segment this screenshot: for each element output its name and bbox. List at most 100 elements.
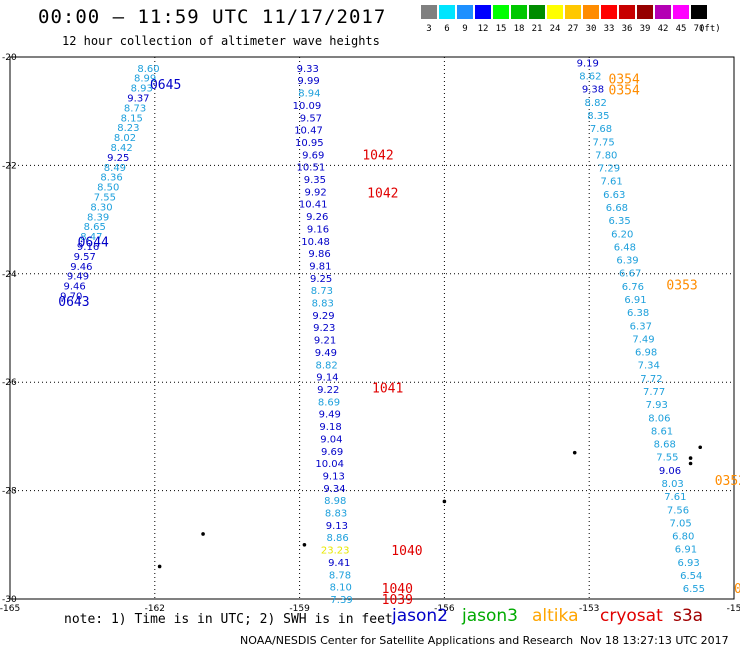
wave-height-label: 8.49 — [104, 163, 126, 174]
color-scale-label: 70 — [693, 24, 705, 34]
wave-height-label: 9.19 — [577, 58, 599, 69]
wave-height-label: 7.77 — [643, 387, 665, 398]
wave-height-label: 9.57 — [74, 252, 96, 263]
wave-height-label: 7.55 — [656, 453, 678, 464]
y-tick-label: -30 — [2, 595, 17, 605]
credit-text: NOAA/NESDIS Center for Satellite Applica… — [240, 634, 574, 647]
color-scale-label: 3 — [426, 24, 432, 34]
color-scale-swatch — [493, 5, 509, 19]
wave-height-label: 9.57 — [300, 113, 322, 124]
wave-height-label: 9.25 — [310, 274, 332, 285]
wave-height-label: 7.39 — [330, 595, 352, 606]
color-scale-swatch — [547, 5, 563, 19]
island-marker — [688, 456, 693, 460]
wave-height-label: 7.75 — [593, 137, 615, 148]
color-scale-unit: (ft) — [699, 24, 721, 34]
wave-height-label: 6.98 — [635, 348, 657, 359]
wave-height-label: 9.70 — [60, 291, 82, 302]
color-scale-label: 42 — [657, 24, 669, 34]
color-scale-label: 30 — [585, 24, 597, 34]
wave-height-label: 8.30 — [90, 202, 112, 213]
y-tick-label: -20 — [2, 53, 17, 63]
wave-height-label: 9.34 — [323, 484, 345, 495]
wave-height-label: 6.91 — [624, 295, 646, 306]
pass-time-label: 1040 — [391, 544, 422, 559]
wave-height-label: 8.68 — [654, 440, 676, 451]
wave-height-label: 8.47 — [80, 232, 102, 243]
wave-height-label: 8.10 — [330, 583, 352, 594]
wave-height-label: 9.81 — [309, 261, 331, 272]
island-marker — [442, 499, 447, 504]
pass-time-label: 1042 — [362, 149, 393, 164]
wave-height-label: 10.51 — [297, 163, 326, 174]
wave-height-label: 6.91 — [675, 545, 697, 556]
color-scale-swatch — [529, 5, 545, 19]
x-tick-label: -156 — [434, 604, 455, 614]
legend-item-jason3: jason3 — [462, 606, 518, 626]
y-tick-label: -26 — [2, 378, 17, 388]
wave-height-label: 9.29 — [312, 311, 334, 322]
wave-height-label: 10.04 — [315, 459, 344, 470]
wave-height-label: 6.48 — [614, 242, 636, 253]
wave-height-label: 8.02 — [114, 133, 136, 144]
wave-height-label: 9.49 — [319, 410, 341, 421]
legend-item-s3a: s3a — [673, 606, 704, 626]
wave-height-label: 10.09 — [293, 101, 322, 112]
wave-height-label: 9.92 — [304, 187, 326, 198]
wave-height-label: 6.37 — [630, 321, 652, 332]
wave-height-label: 7.56 — [667, 505, 689, 516]
wave-height-label: 6.54 — [680, 571, 702, 582]
wave-height-label: 9.46 — [70, 262, 92, 273]
y-tick-label: -22 — [2, 161, 17, 171]
wave-height-label: 9.06 — [659, 466, 681, 477]
wave-height-label: 10.95 — [295, 138, 324, 149]
wave-height-label: 9.69 — [302, 150, 324, 161]
wave-height-label: 8.36 — [100, 173, 122, 184]
wave-height-label: 9.22 — [317, 385, 339, 396]
x-tick-label: -159 — [289, 604, 310, 614]
color-scale-swatch — [583, 5, 599, 19]
color-scale-swatch — [691, 5, 707, 19]
wave-height-label: 8.06 — [648, 413, 670, 424]
legend-item-cryosat: cryosat — [600, 606, 663, 626]
generated-timestamp: Nov 18 13:27:13 UTC 2017 — [580, 634, 729, 647]
wave-height-label: 8.61 — [651, 426, 673, 437]
island-marker — [572, 450, 577, 455]
wave-height-label: 7.49 — [632, 334, 654, 345]
color-scale-label: 36 — [621, 24, 633, 34]
wave-height-label: 6.39 — [616, 256, 638, 267]
wave-height-label: 8.83 — [312, 299, 334, 310]
island-marker — [698, 445, 703, 450]
wave-height-label: 8.42 — [110, 143, 132, 154]
color-scale-label: 24 — [549, 24, 561, 34]
color-scale-label: 33 — [603, 24, 615, 34]
wave-height-label: 8.03 — [662, 479, 684, 490]
chart-subtitle: 12 hour collection of altimeter wave hei… — [62, 34, 380, 48]
color-scale-swatch — [619, 5, 635, 19]
color-scale-label: 39 — [639, 24, 651, 34]
wave-height-label: 6.20 — [611, 229, 633, 240]
wave-height-label: 9.86 — [308, 249, 330, 260]
wave-height-label: 9.49 — [315, 348, 337, 359]
pass-time-label: 0353 — [666, 279, 697, 294]
wave-height-label: 9.37 — [127, 94, 149, 105]
wave-height-label: 6.67 — [619, 269, 641, 280]
wave-height-label: 9.26 — [306, 212, 328, 223]
wave-height-label: 8.60 — [137, 64, 159, 75]
wave-height-label: 7.34 — [638, 361, 660, 372]
color-scale-swatch — [655, 5, 671, 19]
wave-height-label: 6.93 — [677, 558, 699, 569]
wave-height-label: 8.94 — [298, 89, 320, 100]
wave-height-label: 7.29 — [598, 164, 620, 175]
wave-height-label: 7.93 — [646, 400, 668, 411]
wave-height-label: 8.98 — [324, 496, 346, 507]
wave-height-label: 8.50 — [97, 183, 119, 194]
wave-height-label: 9.23 — [313, 323, 335, 334]
island-marker — [302, 543, 307, 547]
wave-height-label: 6.63 — [603, 190, 625, 201]
wave-height-label: 9.46 — [63, 282, 85, 293]
wave-height-label: 8.73 — [124, 103, 146, 114]
pass-time-label: 1040 — [382, 582, 413, 597]
wave-height-label: 8.86 — [326, 533, 348, 544]
